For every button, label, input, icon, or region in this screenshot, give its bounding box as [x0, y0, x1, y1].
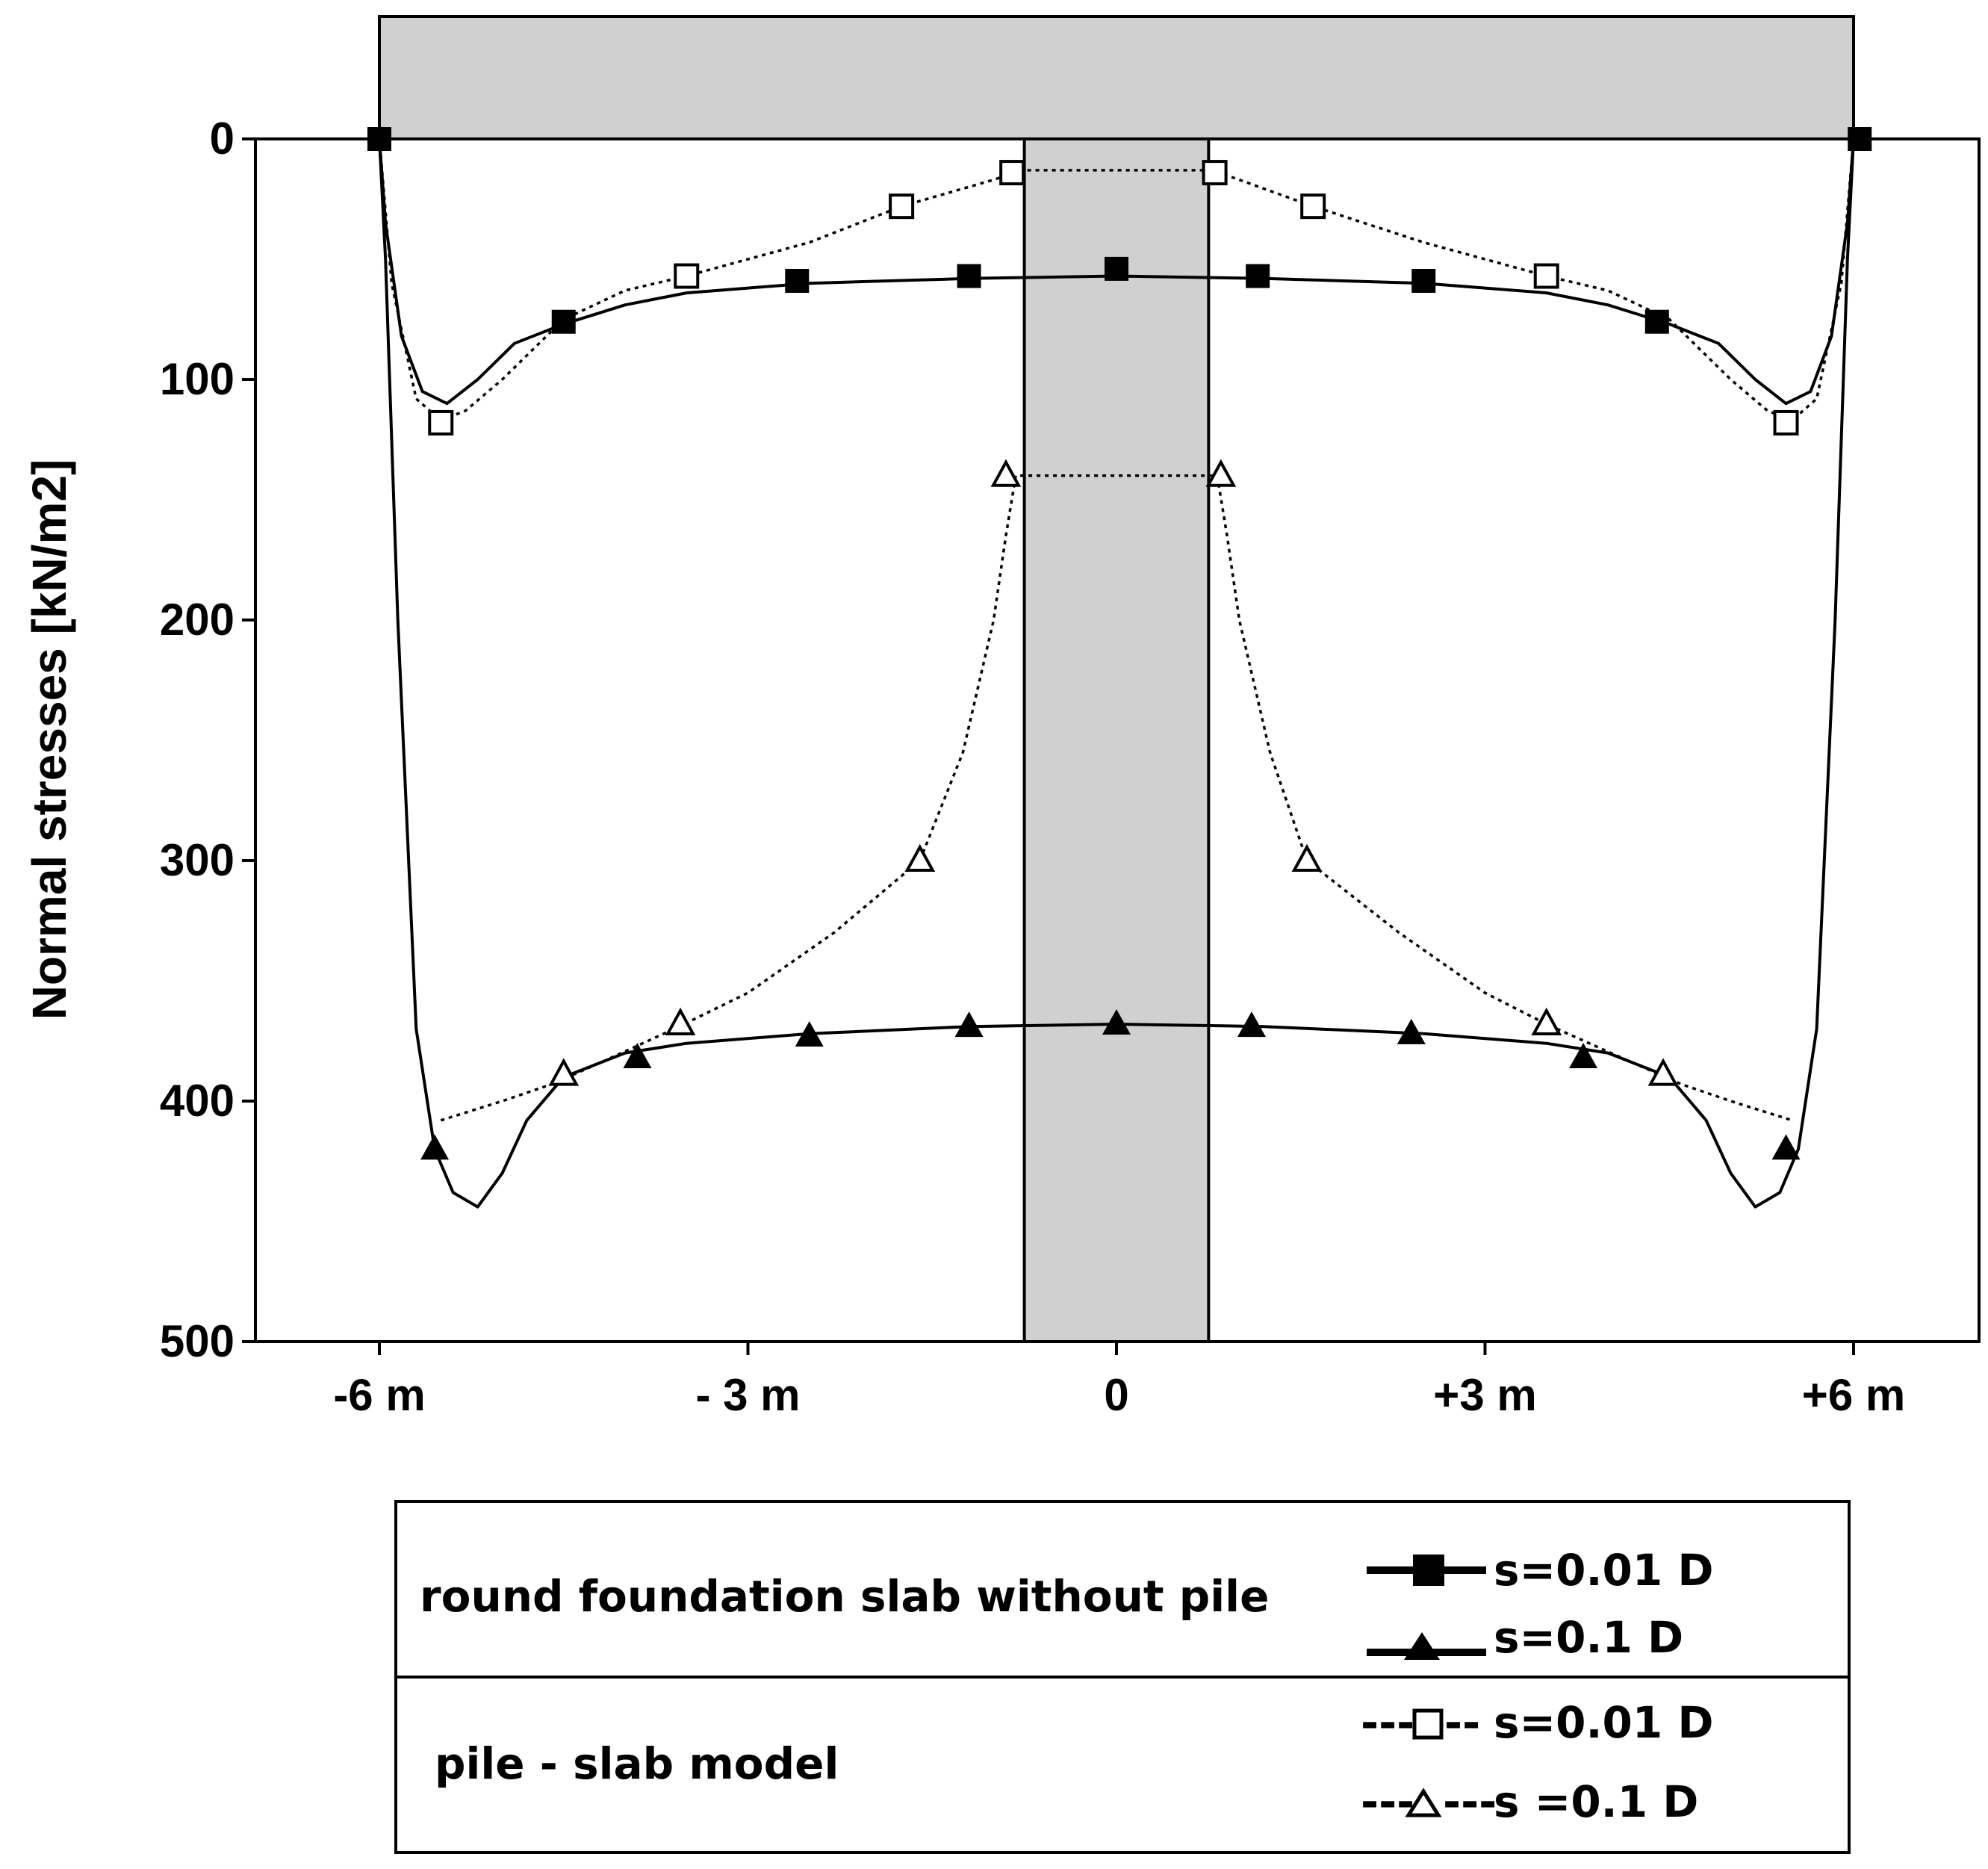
- x-axis-ticks: -6 m - 3 m 0 +3 m +6 m: [333, 1342, 1905, 1420]
- data-point-square-filled: [1848, 127, 1872, 151]
- data-point-triangle-filled: [623, 1043, 652, 1069]
- y-tick-label: 400: [160, 1076, 234, 1126]
- y-axis-label: Normal stresses [kN/m2]: [22, 459, 76, 1020]
- data-point-square-filled: [1246, 264, 1270, 288]
- data-point-triangle-filled: [1397, 1018, 1426, 1044]
- legend-group-label-pile-slab: pile - slab model: [435, 1738, 839, 1789]
- series-1: [367, 127, 1872, 406]
- data-point-triangle-open: [665, 1007, 696, 1035]
- data-point-square-open: [1533, 263, 1559, 289]
- legend-marker-square-open: [1412, 1708, 1444, 1740]
- pile: [1022, 137, 1211, 1343]
- slab-layer: [378, 15, 1855, 140]
- data-point-square-open: [889, 193, 915, 220]
- data-point-triangle-filled: [1569, 1043, 1598, 1069]
- data-point-triangle-open: [548, 1058, 580, 1086]
- legend-entry-label: s =0.1 D: [1494, 1776, 1698, 1827]
- x-tick-label: +6 m: [1802, 1370, 1905, 1420]
- legend-dash-prefix: ---: [1361, 1697, 1414, 1748]
- data-point-triangle-filled: [795, 1021, 824, 1047]
- data-point-square-open: [1773, 409, 1799, 436]
- y-tick-label: 200: [160, 595, 234, 645]
- legend-marker-square-filled: [1413, 1555, 1444, 1586]
- data-point-square-open: [1300, 193, 1326, 220]
- data-point-square-open: [1202, 160, 1228, 186]
- legend-marker-triangle-filled: [1404, 1632, 1440, 1660]
- data-point-triangle-filled: [420, 1134, 450, 1160]
- x-tick-label: 0: [1104, 1370, 1128, 1420]
- data-point-triangle-open: [1647, 1058, 1679, 1086]
- data-point-square-filled: [785, 268, 810, 293]
- legend-entry-pile-s01: --- --- s =0.1 D: [1361, 1776, 1698, 1827]
- data-point-square-filled: [1411, 268, 1436, 293]
- data-point-square-open: [999, 160, 1025, 186]
- foundation-slab: [378, 15, 1855, 140]
- series-4: [440, 459, 1793, 1122]
- series-2: [378, 138, 1855, 1209]
- series-3: [378, 138, 1855, 436]
- data-point-triangle-filled: [1237, 1011, 1266, 1038]
- x-tick-label: - 3 m: [695, 1370, 800, 1420]
- series-layer: [367, 127, 1872, 1209]
- x-tick-label: +3 m: [1433, 1370, 1536, 1420]
- data-point-triangle-open: [1205, 459, 1237, 487]
- y-tick-label: 300: [160, 835, 234, 885]
- y-tick-label: 100: [160, 354, 234, 404]
- data-point-square-open: [674, 263, 700, 289]
- data-point-square-filled: [1105, 256, 1128, 281]
- legend-entry-label: s=0.1 D: [1494, 1612, 1683, 1663]
- data-point-triangle-filled: [1771, 1134, 1801, 1160]
- legend-entry-pile-s001: --- -- s=0.01 D: [1361, 1697, 1714, 1748]
- legend-group-label-without-pile: round foundation slab without pile: [420, 1571, 1269, 1622]
- data-point-triangle-open: [990, 459, 1022, 487]
- legend-dash-suffix: --: [1444, 1697, 1480, 1748]
- data-point-square-filled: [1644, 309, 1669, 334]
- pile-layer: [1022, 137, 1211, 1343]
- legend-dash-suffix: ---: [1443, 1776, 1497, 1827]
- legend-marker-triangle-open: [1405, 1788, 1442, 1817]
- data-point-square-filled: [957, 264, 981, 288]
- data-point-triangle-open: [1291, 843, 1323, 872]
- y-axis-ticks: 0 100 200 300 400 500: [160, 114, 255, 1366]
- legend-entry-slab-s001: s=0.01 D: [1367, 1545, 1714, 1596]
- data-point-square-open: [428, 409, 454, 436]
- legend: round foundation slab without pile pile …: [394, 1500, 1851, 1854]
- x-tick-label: -6 m: [333, 1370, 425, 1420]
- series-line: [378, 138, 1855, 422]
- y-tick-label: 0: [210, 114, 234, 164]
- data-point-triangle-filled: [954, 1011, 984, 1038]
- data-point-triangle-open: [1531, 1007, 1562, 1035]
- data-point-triangle-filled: [1102, 1008, 1131, 1035]
- y-tick-label: 500: [160, 1316, 234, 1366]
- legend-entry-label: s=0.01 D: [1494, 1697, 1714, 1748]
- legend-entry-slab-s01: s=0.1 D: [1367, 1612, 1683, 1663]
- data-point-triangle-open: [904, 843, 936, 872]
- data-point-square-filled: [551, 309, 576, 334]
- legend-dash-prefix: ---: [1361, 1776, 1414, 1827]
- legend-entry-label: s=0.01 D: [1494, 1545, 1714, 1596]
